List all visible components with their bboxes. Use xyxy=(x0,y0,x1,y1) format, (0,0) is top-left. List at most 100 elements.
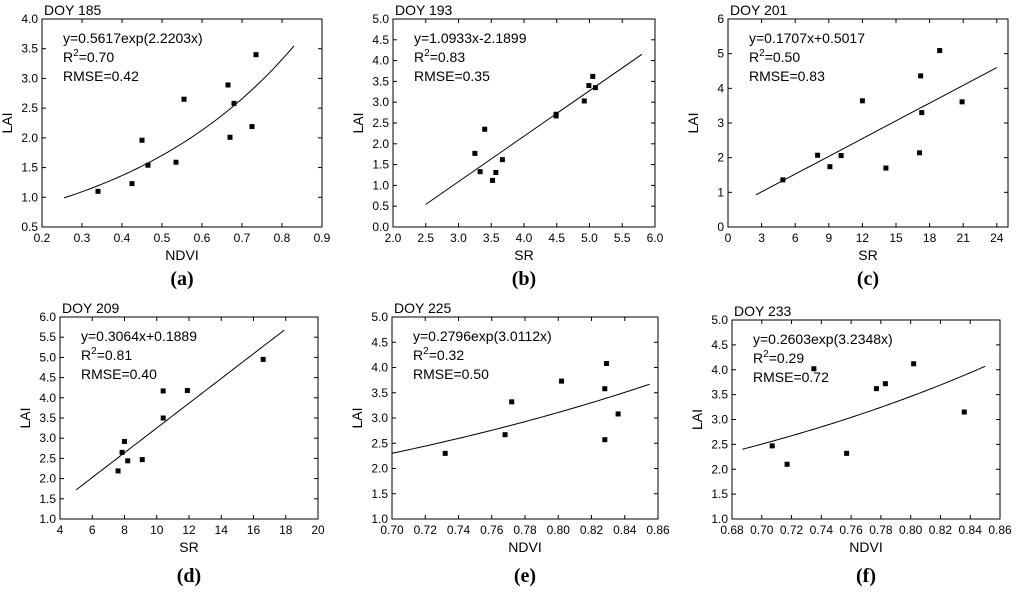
y-tick-label: 3.5 xyxy=(371,386,388,400)
data-point xyxy=(961,409,967,415)
y-tick-label: 0.5 xyxy=(21,220,38,234)
r-squared-value: =0.50 xyxy=(765,49,801,65)
r-squared: R2=0.29 xyxy=(753,349,804,366)
y-tick-label: 4.0 xyxy=(372,54,389,68)
r-squared-value: =0.29 xyxy=(769,350,805,366)
data-point xyxy=(260,356,266,362)
y-axis-label: LAI xyxy=(349,407,365,428)
x-tick-label: 12 xyxy=(856,231,870,245)
x-tick-label: 0.84 xyxy=(959,523,983,537)
x-tick-label: 0.76 xyxy=(839,523,863,537)
y-axis-label: LAI xyxy=(685,112,701,133)
x-tick-label: 6 xyxy=(792,231,799,245)
x-tick-label: 0.9 xyxy=(314,231,331,245)
r-squared-exponent: 2 xyxy=(759,48,765,59)
data-point xyxy=(559,378,565,384)
r-squared-value: =0.81 xyxy=(97,347,133,363)
y-tick-label: 4.5 xyxy=(371,335,388,349)
panel-title: DOY 185 xyxy=(44,2,102,18)
r-squared: R2=0.32 xyxy=(413,346,464,363)
x-tick-label: 2.0 xyxy=(385,231,402,245)
x-tick-label: 0.86 xyxy=(646,523,670,537)
y-tick-label: 6 xyxy=(717,12,724,26)
x-tick-label: 0.80 xyxy=(899,523,923,537)
panel-letter: (d) xyxy=(177,565,201,587)
x-tick-label: 0.3 xyxy=(74,231,91,245)
data-point xyxy=(769,443,775,449)
data-point xyxy=(253,52,259,58)
y-tick-label: 3.0 xyxy=(21,71,38,85)
panel-title: DOY 233 xyxy=(734,303,792,319)
x-tick-label: 15 xyxy=(889,231,903,245)
y-tick-label: 4.0 xyxy=(21,12,38,26)
y-tick-label: 4.5 xyxy=(39,371,56,385)
data-point xyxy=(181,96,187,102)
data-point xyxy=(882,381,888,387)
y-tick-label: 3.5 xyxy=(21,42,38,56)
x-tick-label: 18 xyxy=(279,523,293,537)
plot-frame xyxy=(41,18,323,228)
data-point xyxy=(499,157,505,163)
y-tick-label: 2.0 xyxy=(372,137,389,151)
y-tick-label: 4.5 xyxy=(711,338,728,352)
y-axis-label: LAI xyxy=(350,112,366,133)
data-point xyxy=(780,177,786,183)
y-tick-label: 1.5 xyxy=(371,487,388,501)
x-tick-label: 0.4 xyxy=(114,231,131,245)
fit-equation: y=0.2796exp(3.0112x) xyxy=(413,328,552,344)
y-tick-label: 0.5 xyxy=(372,199,389,213)
x-tick-label: 0.7 xyxy=(234,231,251,245)
y-tick-label: 2.5 xyxy=(372,116,389,130)
x-tick-label: 0.8 xyxy=(274,231,291,245)
x-tick-label: 0.76 xyxy=(480,523,504,537)
rmse-value: RMSE=0.50 xyxy=(413,366,489,382)
data-point xyxy=(125,458,131,464)
y-tick-label: 3.5 xyxy=(711,388,728,402)
x-tick-label: 24 xyxy=(990,231,1004,245)
r-squared-symbol: R xyxy=(753,350,763,366)
x-tick-label: 3 xyxy=(758,231,765,245)
data-point xyxy=(827,164,833,170)
y-tick-label: 3.5 xyxy=(39,411,56,425)
data-point xyxy=(911,361,917,367)
x-tick-label: 0 xyxy=(725,231,732,245)
y-tick-label: 3.0 xyxy=(371,411,388,425)
y-tick-label: 4 xyxy=(717,81,724,95)
data-point xyxy=(509,399,515,405)
panel-letter: (a) xyxy=(170,268,193,290)
x-tick-label: 21 xyxy=(957,231,971,245)
fit-equation: y=0.5617exp(2.2203x) xyxy=(63,30,203,46)
data-point xyxy=(249,124,255,130)
x-tick-label: 6.0 xyxy=(647,231,664,245)
r-squared: R2=0.70 xyxy=(63,48,114,65)
data-point xyxy=(227,134,233,140)
r-squared-symbol: R xyxy=(749,49,759,65)
x-axis-label: NDVI xyxy=(508,539,541,555)
data-point xyxy=(482,126,488,132)
data-point xyxy=(173,159,179,165)
r-squared-exponent: 2 xyxy=(73,48,79,59)
chart-panel-6: DOY 233 0.68 0.70 0.72 0.74 0.76 0.78 0.80 0.82 0… xyxy=(689,303,1012,587)
data-point xyxy=(129,181,135,187)
data-point xyxy=(859,98,865,104)
y-tick-label: 1 xyxy=(717,185,724,199)
x-tick-label: 4.0 xyxy=(516,231,533,245)
y-tick-label: 5.0 xyxy=(372,12,389,26)
y-tick-label: 3.0 xyxy=(372,95,389,109)
fit-line xyxy=(425,53,643,205)
x-tick-label: 2.5 xyxy=(417,231,434,245)
x-tick-label: 0.82 xyxy=(580,523,604,537)
data-point xyxy=(873,386,879,392)
data-point xyxy=(815,152,821,158)
fit-line xyxy=(391,383,650,454)
y-tick-label: 4.5 xyxy=(372,33,389,47)
y-tick-label: 1.5 xyxy=(39,492,56,506)
data-point xyxy=(184,388,190,394)
r-squared-exponent: 2 xyxy=(424,48,430,59)
x-tick-label: 0.6 xyxy=(194,231,211,245)
y-tick-label: 5.0 xyxy=(371,310,388,324)
fit-equation: y=0.3064x+0.1889 xyxy=(81,328,197,344)
fit-equation: y=0.1707x+0.5017 xyxy=(749,30,865,46)
x-tick-label: 3.0 xyxy=(450,231,467,245)
